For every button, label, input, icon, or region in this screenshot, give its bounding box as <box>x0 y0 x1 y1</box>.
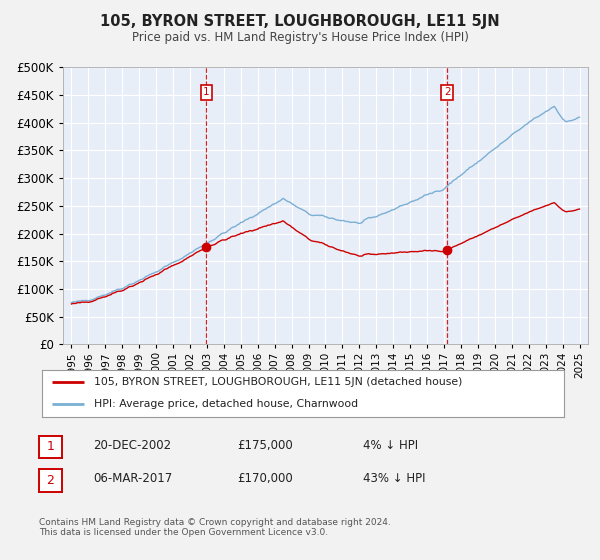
Text: 105, BYRON STREET, LOUGHBOROUGH, LE11 5JN: 105, BYRON STREET, LOUGHBOROUGH, LE11 5J… <box>100 14 500 29</box>
Text: 2: 2 <box>444 87 451 97</box>
Text: Price paid vs. HM Land Registry's House Price Index (HPI): Price paid vs. HM Land Registry's House … <box>131 31 469 44</box>
Text: £175,000: £175,000 <box>237 438 293 452</box>
Text: 1: 1 <box>203 87 210 97</box>
Text: 20-DEC-2002: 20-DEC-2002 <box>93 438 171 452</box>
Text: 105, BYRON STREET, LOUGHBOROUGH, LE11 5JN (detached house): 105, BYRON STREET, LOUGHBOROUGH, LE11 5J… <box>94 377 463 388</box>
Text: 2: 2 <box>46 474 55 487</box>
Text: 4% ↓ HPI: 4% ↓ HPI <box>363 438 418 452</box>
Text: Contains HM Land Registry data © Crown copyright and database right 2024.
This d: Contains HM Land Registry data © Crown c… <box>39 518 391 538</box>
Text: 1: 1 <box>46 440 55 454</box>
Text: 43% ↓ HPI: 43% ↓ HPI <box>363 472 425 486</box>
Text: £170,000: £170,000 <box>237 472 293 486</box>
Text: 06-MAR-2017: 06-MAR-2017 <box>93 472 172 486</box>
Text: HPI: Average price, detached house, Charnwood: HPI: Average price, detached house, Char… <box>94 399 358 409</box>
